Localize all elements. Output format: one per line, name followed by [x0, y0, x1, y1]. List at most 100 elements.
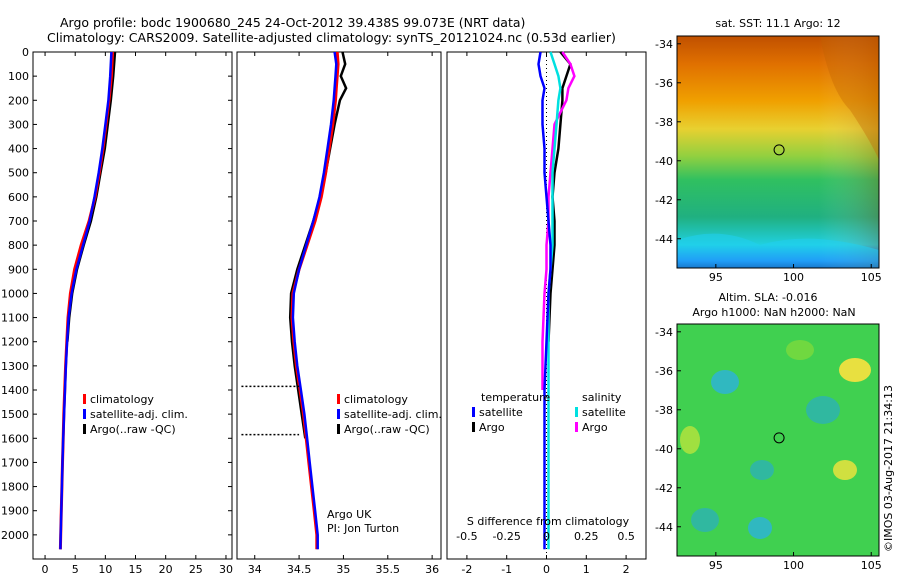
x-tick-label: 105: [861, 271, 882, 284]
y-tick-label: 1500: [1, 408, 29, 421]
legend-label: Argo: [582, 421, 608, 434]
legend-label: Argo: [479, 421, 505, 434]
plot-frame: [32, 51, 233, 560]
x-tick-label: 2: [623, 563, 630, 576]
x-tick-label: 95: [709, 559, 723, 572]
y-tick-label: 100: [8, 70, 29, 83]
x-tick-label: 100: [783, 559, 804, 572]
x-tick-label: 1: [583, 563, 590, 576]
credit-text: ©IMOS 03-Aug-2017 21:34:13: [882, 385, 895, 552]
sla-high: [839, 358, 871, 382]
y-tick-label: -40: [655, 443, 673, 456]
x-tick-label: 34.5: [287, 563, 312, 576]
legend-title: salinity: [582, 391, 622, 404]
x-tick-label: 35: [336, 563, 350, 576]
sla-eddy: [806, 396, 840, 424]
x-tick-label: -1: [501, 563, 512, 576]
x-axis-label: T difference from climatology: [465, 578, 628, 580]
satellite-s-diff-line: [547, 51, 562, 550]
top-axis-label: S difference from climatology: [467, 515, 630, 528]
legend-swatch: [337, 394, 340, 404]
y-tick-label: -38: [655, 116, 673, 129]
y-tick-label: 800: [8, 239, 29, 252]
sst-warm-region: [820, 36, 879, 160]
legend-title: temperature: [481, 391, 550, 404]
y-tick-label: 1600: [1, 432, 29, 445]
sla-eddy: [691, 508, 719, 532]
legend-swatch: [575, 407, 578, 417]
y-tick-label: -42: [655, 194, 673, 207]
salinity-panel: 34 34.5 35 35.5 36 salinity climatology satelli…: [236, 51, 442, 580]
legend-swatch: [575, 422, 578, 432]
argo-t-diff-line: [547, 51, 572, 342]
legend-swatch: [83, 424, 86, 434]
y-tick-label: 1200: [1, 336, 29, 349]
x-tick-label: 100: [783, 271, 804, 284]
y-tick-label: 900: [8, 263, 29, 276]
legend-swatch: [83, 394, 86, 404]
x-tick-label: 36: [425, 563, 439, 576]
x-tick-label: 10: [98, 563, 112, 576]
y-tick-label: -36: [655, 77, 673, 90]
legend-label: Argo(..raw -QC): [344, 423, 430, 436]
sla-eddy: [748, 517, 772, 539]
y-tick-label: 1300: [1, 360, 29, 373]
y-tick-label: -44: [655, 233, 673, 246]
y-tick-label: 200: [8, 94, 29, 107]
x-tick-label: 95: [709, 271, 723, 284]
annotation-text: PI: Jon Turton: [327, 522, 399, 535]
y-tick-label: 1900: [1, 505, 29, 518]
legend-label: climatology: [344, 393, 408, 406]
x-tick-label: 25: [189, 563, 203, 576]
top-tick-label: 0: [543, 530, 550, 543]
argo-position-marker: [773, 432, 785, 444]
y-tick-label: 2000: [1, 529, 29, 542]
figure-title-line2: Climatology: CARS2009. Satellite-adjuste…: [47, 30, 616, 45]
difference-panel: -2 -1 0 1 2 T difference from climatology temp…: [446, 51, 647, 580]
y-tick-label: 1800: [1, 481, 29, 494]
x-tick-label: 5: [72, 563, 79, 576]
y-tick-label: 300: [8, 118, 29, 131]
y-tick-label: 500: [8, 167, 29, 180]
top-tick-label: 0.5: [617, 530, 635, 543]
plot-frame: [236, 51, 442, 560]
legend-label: climatology: [90, 393, 154, 406]
x-tick-label: 35.5: [376, 563, 401, 576]
y-tick-label: 1100: [1, 312, 29, 325]
y-tick-label: -40: [655, 155, 673, 168]
y-tick-label: -44: [655, 521, 673, 534]
figure-title-line1: Argo profile: bodc 1900680_245 24-Oct-20…: [60, 15, 525, 30]
y-tick-label: 400: [8, 143, 29, 156]
x-tick-label: 34: [248, 563, 262, 576]
argo-s-diff-line: [541, 51, 576, 390]
top-tick-label: -0.25: [492, 530, 520, 543]
y-tick-label: -42: [655, 482, 673, 495]
x-tick-label: 20: [159, 563, 173, 576]
y-tick-label: 1000: [1, 287, 29, 300]
y-tick-label: -34: [655, 38, 673, 51]
satellite-t-diff-line: [537, 51, 552, 550]
legend-swatch: [337, 409, 340, 419]
x-tick-label: -2: [461, 563, 472, 576]
x-tick-label: 30: [219, 563, 233, 576]
legend-label: Argo(..raw -QC): [90, 423, 176, 436]
legend-label: satellite-adj. clim.: [344, 408, 442, 421]
x-tick-label: 0: [42, 563, 49, 576]
x-axis-label: temperature (deg C): [76, 578, 189, 580]
map-frame: [676, 35, 880, 269]
sla-eddy: [711, 370, 739, 394]
satellite-salinity-line: [291, 51, 338, 550]
argo-position-marker: [773, 144, 785, 156]
top-tick-label: 0.25: [574, 530, 599, 543]
legend-swatch: [83, 409, 86, 419]
y-tick-label: 1400: [1, 384, 29, 397]
x-tick-label: 0: [543, 563, 550, 576]
y-tick-label: -36: [655, 365, 673, 378]
sst-map-panel: 95 100 105 -34 -36 -38 -40 -42 -44 sat. SST: 11.1…: [655, 17, 882, 284]
legend-label: satellite: [479, 406, 523, 419]
legend-swatch: [472, 407, 475, 417]
map-title: sat. SST: 11.1 Argo: 12: [715, 17, 840, 30]
y-tick-label: 1700: [1, 456, 29, 469]
sla-high: [680, 426, 700, 454]
